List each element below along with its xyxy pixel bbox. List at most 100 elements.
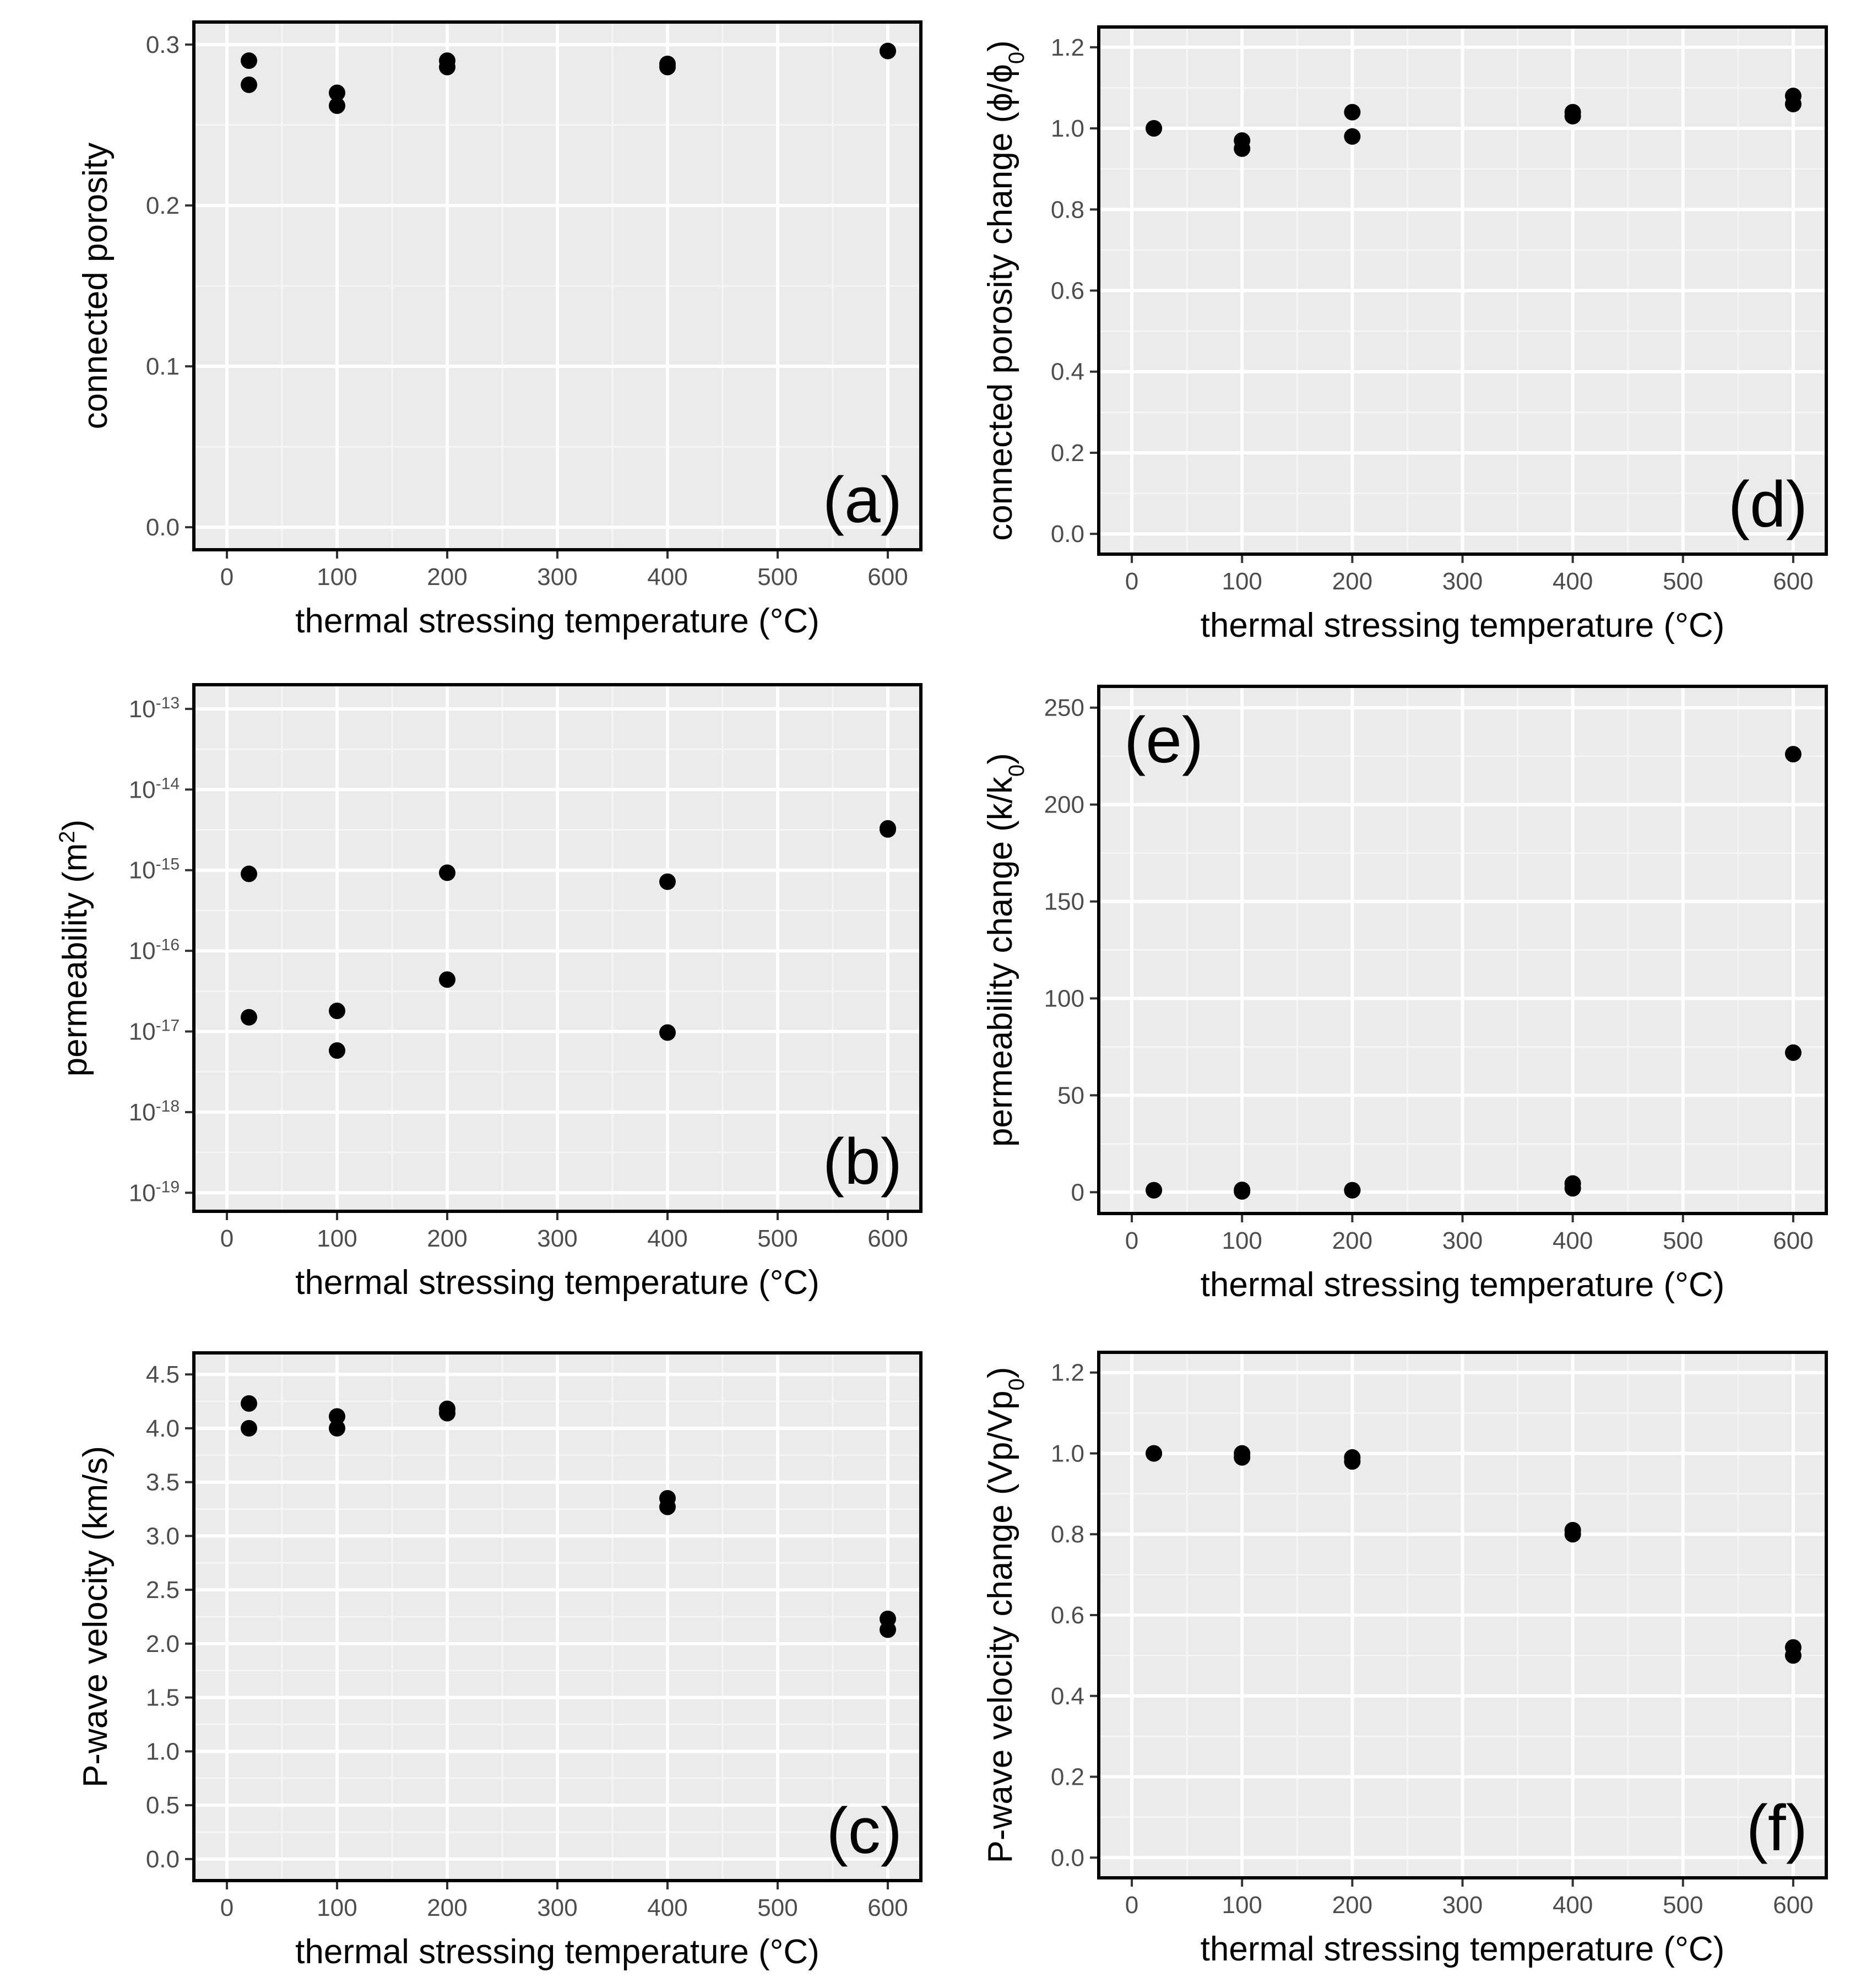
- data-point: [241, 865, 257, 882]
- x-tick-label: 600: [1773, 1892, 1813, 1919]
- panel-label: (f): [1746, 1792, 1808, 1865]
- y-axis-title: connected porosity change (ϕ/ϕ0): [981, 40, 1029, 541]
- data-point: [1344, 1453, 1361, 1470]
- y-tick-label: 0.6: [1051, 278, 1084, 305]
- data-point: [880, 821, 896, 838]
- plot-border: [1097, 1351, 1828, 1879]
- y-tick-label: 0.0: [146, 514, 180, 541]
- panel-label: (b): [823, 1125, 902, 1198]
- data-point: [241, 1420, 257, 1437]
- y-tick-label: 0.0: [1051, 1844, 1084, 1871]
- y-tick-label: 0.2: [146, 192, 180, 219]
- data-point: [1784, 1647, 1802, 1664]
- data-point: [1234, 1449, 1251, 1466]
- data-point: [1234, 1183, 1251, 1200]
- x-tick-label: 200: [427, 1894, 467, 1921]
- x-tick-label: 200: [1332, 1227, 1372, 1254]
- x-tick-label: 300: [1442, 1227, 1483, 1254]
- y-axis-title: P-wave velocity change (Vp/Vp0): [981, 1367, 1029, 1863]
- x-tick-label: 100: [1222, 568, 1262, 595]
- data-point: [439, 971, 455, 988]
- data-point: [329, 1408, 345, 1425]
- y-tick-label: 0.5: [146, 1792, 180, 1819]
- y-tick-label: 200: [1044, 792, 1084, 819]
- plot-border: [192, 1351, 923, 1882]
- x-tick-label: 300: [537, 1894, 577, 1921]
- x-tick-label: 400: [647, 564, 687, 591]
- panel-label: (d): [1728, 468, 1808, 541]
- data-point: [1784, 746, 1802, 763]
- x-tick-label: 500: [757, 564, 797, 591]
- panel-a: 0 100 200 300 400 500 600 0.0 0.1 0.2 0.3 thermal s…: [77, 20, 923, 640]
- data-point: [439, 864, 455, 881]
- panel-label: (e): [1124, 704, 1203, 777]
- y-tick-label: 0.4: [1051, 359, 1084, 386]
- x-tick-label: 300: [537, 564, 577, 591]
- y-axis-title: permeability change (k/k0): [981, 753, 1029, 1147]
- panel-label: (c): [826, 1795, 902, 1867]
- data-point: [880, 42, 896, 59]
- panel-d: 0 100 200 300 400 500 600 0.0 0.2 0.4 0.6 0.8 1.0 1.2…: [981, 25, 1828, 644]
- y-axis-title: connected porosity: [77, 143, 115, 429]
- x-tick-label: 500: [1663, 1227, 1703, 1254]
- data-point: [659, 873, 676, 890]
- x-tick-label: 100: [317, 1894, 357, 1921]
- y-tick-label: 0.2: [1051, 440, 1084, 467]
- x-tick-label: 200: [1332, 568, 1372, 595]
- x-tick-label: 100: [1222, 1892, 1262, 1919]
- data-point: [439, 1405, 455, 1422]
- y-tick-label: 4.5: [146, 1361, 180, 1388]
- y-tick-label: 10-18: [129, 1097, 180, 1126]
- y-tick-label: 250: [1044, 695, 1084, 722]
- x-tick-label: 400: [647, 1225, 687, 1252]
- x-tick-label: 0: [1125, 568, 1138, 595]
- data-point: [1146, 1445, 1163, 1462]
- y-axis-title: permeability (m2): [55, 820, 94, 1077]
- data-point: [329, 1003, 345, 1020]
- data-point: [329, 1042, 345, 1059]
- x-tick-label: 100: [317, 1225, 357, 1252]
- x-axis-title: thermal stressing temperature (°C): [295, 602, 820, 640]
- plot-border: [1097, 25, 1828, 556]
- data-point: [329, 97, 345, 114]
- data-point: [241, 1395, 257, 1412]
- y-tick-label: 150: [1044, 889, 1084, 916]
- y-tick-label: 0.0: [1051, 521, 1084, 548]
- y-tick-label: 10-14: [129, 774, 180, 804]
- x-tick-label: 400: [647, 1894, 687, 1921]
- x-tick-label: 200: [427, 564, 467, 591]
- data-point: [1784, 1044, 1802, 1061]
- y-tick-label: 2.5: [146, 1577, 180, 1604]
- y-tick-label: 3.5: [146, 1469, 180, 1496]
- y-tick-label: 0.6: [1051, 1602, 1084, 1629]
- y-axis-title: P-wave velocity (km/s): [77, 1446, 115, 1787]
- data-point: [1344, 128, 1361, 145]
- panel-b: 0 100 200 300 400 500 600 10-19 10-18 10-17 10-16 1…: [55, 683, 923, 1302]
- plot-border: [192, 20, 923, 551]
- panel-f: 0 100 200 300 400 500 600 0.0 0.2 0.4 0.6 0.8 1.0 1.2…: [981, 1351, 1828, 1968]
- y-tick-label: 10-16: [129, 936, 180, 965]
- x-tick-label: 500: [757, 1225, 797, 1252]
- y-tick-label: 1.2: [1051, 1359, 1084, 1386]
- y-tick-label: 10-17: [129, 1016, 180, 1046]
- data-point: [659, 1498, 676, 1515]
- y-tick-label: 1.2: [1051, 34, 1084, 61]
- x-tick-label: 500: [1663, 1892, 1703, 1919]
- y-tick-label: 0.2: [1051, 1764, 1084, 1791]
- x-tick-label: 500: [1663, 568, 1703, 595]
- x-tick-label: 300: [537, 1225, 577, 1252]
- data-point: [1564, 1180, 1581, 1197]
- y-tick-label: 0.4: [1051, 1683, 1084, 1710]
- x-tick-label: 0: [220, 564, 234, 591]
- data-point: [1564, 1526, 1581, 1543]
- y-tick-label: 1.0: [1051, 115, 1084, 142]
- y-tick-label: 0.3: [146, 31, 180, 58]
- data-point: [329, 1420, 345, 1437]
- y-tick-label: 0: [1071, 1179, 1084, 1206]
- x-tick-label: 600: [867, 564, 908, 591]
- data-point: [659, 1024, 676, 1041]
- y-tick-label: 1.0: [1051, 1440, 1084, 1467]
- x-tick-label: 400: [1553, 568, 1593, 595]
- data-point: [880, 1621, 896, 1638]
